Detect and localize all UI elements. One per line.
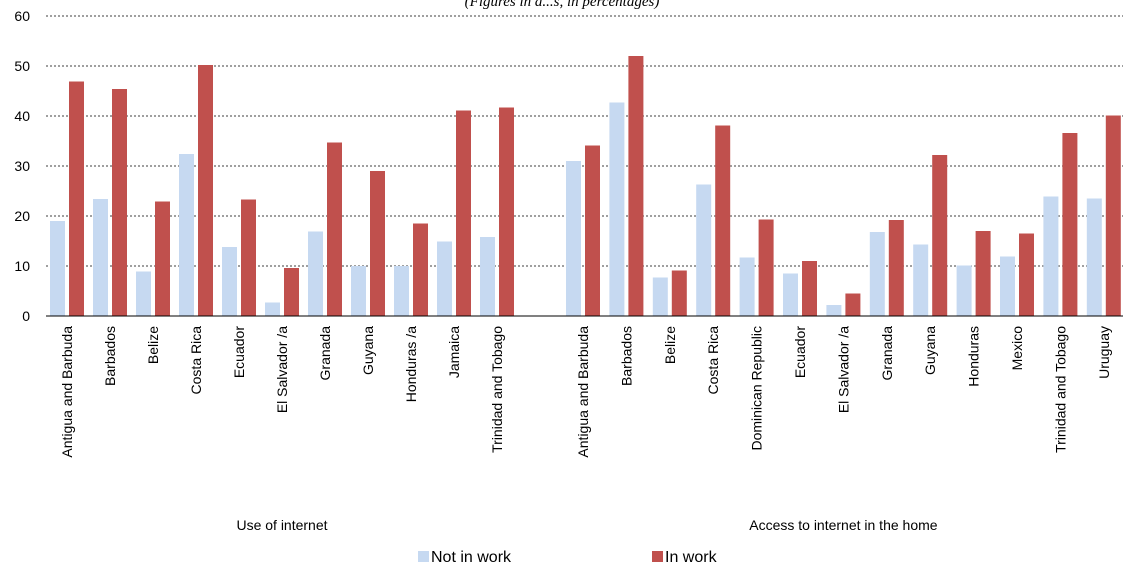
x-tick-label: Trinidad and Tobago bbox=[1052, 326, 1068, 453]
y-tick-label: 0 bbox=[22, 308, 30, 324]
x-tick-label: Antigua and Barbuda bbox=[575, 326, 591, 458]
x-tick-label: Barbados bbox=[618, 326, 634, 386]
bar-in-work bbox=[456, 110, 471, 316]
x-tick-label: Guyana bbox=[360, 326, 376, 375]
bar-not-in-work bbox=[93, 199, 108, 316]
bar-in-work bbox=[975, 231, 991, 316]
bar-not-in-work bbox=[222, 247, 237, 316]
bar-in-work bbox=[715, 125, 731, 316]
legend: Not in work In work bbox=[418, 549, 718, 566]
x-tick-label: Barbados bbox=[102, 326, 118, 386]
bar-in-work bbox=[499, 107, 514, 316]
x-tick-label: Honduras /a bbox=[403, 326, 419, 402]
bar-in-work bbox=[69, 81, 84, 316]
bar-in-work bbox=[585, 145, 600, 316]
legend-swatch bbox=[418, 551, 429, 562]
y-tick-label: 10 bbox=[14, 258, 30, 274]
bar-not-in-work bbox=[652, 277, 668, 316]
legend-swatch bbox=[652, 551, 663, 562]
bar-not-in-work bbox=[437, 241, 452, 316]
bar-in-work bbox=[845, 293, 861, 316]
y-axis-ticks: 0 10 20 30 40 50 60 bbox=[14, 8, 30, 324]
bar-in-work bbox=[888, 220, 904, 316]
x-tick-label: Belize bbox=[145, 326, 161, 364]
chart-subtitle: (Figures in a...s, in percentages) bbox=[465, 0, 660, 10]
x-tick-label: Honduras bbox=[966, 326, 982, 387]
bar-not-in-work bbox=[1043, 196, 1059, 316]
bar-not-in-work bbox=[50, 221, 65, 316]
bar-in-work bbox=[671, 270, 687, 316]
y-tick-label: 60 bbox=[14, 8, 30, 24]
bar-not-in-work bbox=[480, 237, 495, 316]
bar-not-in-work bbox=[1000, 256, 1015, 316]
bar-not-in-work bbox=[394, 266, 409, 316]
bar-in-work bbox=[758, 219, 774, 316]
legend-label: In work bbox=[665, 549, 718, 566]
bar-not-in-work bbox=[956, 265, 972, 316]
x-tick-label: El Salvador /a bbox=[274, 326, 290, 413]
bar-not-in-work bbox=[783, 273, 798, 316]
x-tick-label: Trinidad and Tobago bbox=[489, 326, 505, 453]
bar-not-in-work bbox=[696, 184, 712, 316]
group-label: Use of internet bbox=[236, 517, 327, 533]
bar-in-work bbox=[1105, 115, 1121, 316]
bar-not-in-work bbox=[265, 302, 280, 316]
x-tick-label: Ecuador bbox=[792, 326, 808, 378]
bar-not-in-work bbox=[869, 232, 885, 316]
x-tick-label: Belize bbox=[662, 326, 678, 364]
bar-in-work bbox=[112, 89, 127, 316]
x-tick-label: Costa Rica bbox=[188, 326, 204, 395]
bar-not-in-work bbox=[179, 154, 194, 316]
bar-in-work bbox=[413, 223, 428, 316]
bar-not-in-work bbox=[566, 161, 581, 316]
bar-not-in-work bbox=[913, 244, 929, 316]
bar-not-in-work bbox=[739, 257, 755, 316]
x-tick-label: El Salvador /a bbox=[835, 326, 851, 413]
bar-in-work bbox=[370, 171, 385, 316]
bar-not-in-work bbox=[609, 102, 625, 316]
bar-in-work bbox=[802, 261, 817, 316]
legend-label: Not in work bbox=[431, 549, 512, 566]
bar-in-work bbox=[1062, 133, 1078, 316]
bar-not-in-work bbox=[826, 305, 842, 316]
bar-not-in-work bbox=[308, 231, 323, 316]
y-tick-label: 50 bbox=[14, 58, 30, 74]
x-tick-label: Ecuador bbox=[231, 326, 247, 378]
group-labels: Use of internet Access to internet in the… bbox=[236, 517, 937, 533]
x-tick-label: Guyana bbox=[922, 326, 938, 375]
bars bbox=[50, 56, 1121, 316]
x-axis-tick-labels: Antigua and Barbuda Barbados Belize Costa R… bbox=[59, 326, 1112, 458]
x-tick-label: Dominican Republic bbox=[749, 326, 765, 451]
bar-in-work bbox=[932, 155, 948, 316]
bar-in-work bbox=[241, 199, 256, 316]
x-tick-label: Costa Rica bbox=[705, 326, 721, 395]
bar-in-work bbox=[327, 142, 342, 316]
bar-in-work bbox=[284, 268, 299, 316]
bar-not-in-work bbox=[351, 266, 366, 316]
bar-in-work bbox=[155, 201, 170, 316]
y-tick-label: 20 bbox=[14, 208, 30, 224]
x-tick-label: Granada bbox=[317, 326, 333, 381]
bar-not-in-work bbox=[1086, 198, 1102, 316]
x-tick-label: Granada bbox=[879, 326, 895, 381]
bar-in-work bbox=[1019, 233, 1034, 316]
x-tick-label: Uruguay bbox=[1096, 326, 1112, 379]
bar-in-work bbox=[628, 56, 644, 316]
group-label: Access to internet in the home bbox=[749, 517, 938, 533]
bar-not-in-work bbox=[136, 271, 151, 316]
x-tick-label: Mexico bbox=[1009, 326, 1025, 371]
y-tick-label: 30 bbox=[14, 158, 30, 174]
x-tick-label: Antigua and Barbuda bbox=[59, 326, 75, 458]
bar-in-work bbox=[198, 65, 213, 316]
y-tick-label: 40 bbox=[14, 108, 30, 124]
x-tick-label: Jamaica bbox=[446, 326, 462, 378]
